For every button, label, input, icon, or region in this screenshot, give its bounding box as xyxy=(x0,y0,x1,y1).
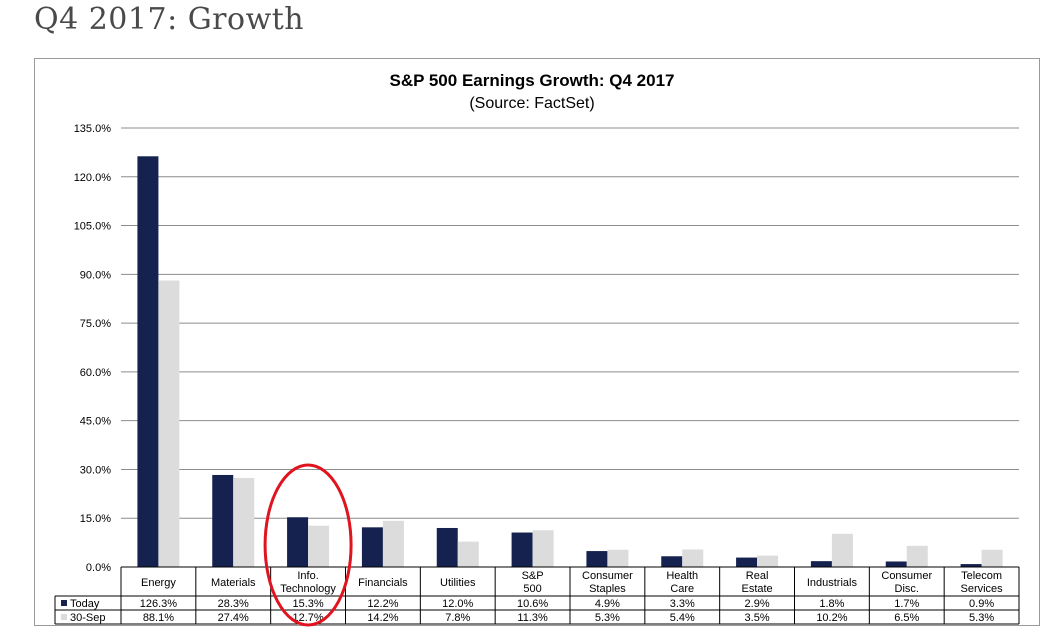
data-label: 12.0% xyxy=(442,598,473,610)
category-label: Telecom Services xyxy=(960,570,1003,595)
bar-today xyxy=(885,561,907,567)
category-label: Utilities xyxy=(440,577,476,589)
data-label: 1.8% xyxy=(819,598,844,610)
data-label: 4.9% xyxy=(595,598,620,610)
bar-today xyxy=(736,557,758,567)
bar-today xyxy=(810,561,832,567)
bar-today xyxy=(511,532,533,567)
category-label: Consumer Disc. xyxy=(881,570,932,595)
bar-today xyxy=(586,551,608,567)
data-label: 5.3% xyxy=(595,612,620,624)
category-label: Real Estate xyxy=(741,570,772,595)
bar-sep30 xyxy=(382,520,404,567)
legend-key-sep30 xyxy=(61,614,67,620)
bar-sep30 xyxy=(757,555,779,567)
bars-layer xyxy=(137,156,1003,567)
category-label: Industrials xyxy=(807,577,858,589)
chart-frame: S&P 500 Earnings Growth: Q4 2017 (Source… xyxy=(34,58,1040,627)
bar-sep30 xyxy=(532,530,554,567)
data-label: 88.1% xyxy=(143,612,174,624)
data-label: 1.7% xyxy=(894,598,919,610)
chart-subtitle: (Source: FactSet) xyxy=(469,95,594,112)
data-label: 15.3% xyxy=(292,598,323,610)
y-tick-label: 60.0% xyxy=(80,367,111,379)
y-tick-label: 15.0% xyxy=(80,513,111,525)
y-tick-label: 0.0% xyxy=(86,562,111,574)
data-table: Energy Materials Info. Technology Financials… xyxy=(54,566,1020,625)
category-label: Materials xyxy=(211,577,256,589)
bar-today xyxy=(661,556,683,567)
bar-sep30 xyxy=(308,525,330,567)
bar-sep30 xyxy=(906,545,928,567)
bar-today xyxy=(436,527,458,567)
highlight-circle xyxy=(263,463,353,627)
bar-today xyxy=(137,156,159,567)
y-tick-label: 75.0% xyxy=(80,318,111,330)
category-label: Consumer Staples xyxy=(582,570,633,595)
category-label: Info. Technology xyxy=(280,570,336,595)
data-label: 3.3% xyxy=(670,598,695,610)
legend-label: Today xyxy=(70,598,100,610)
data-label: 6.5% xyxy=(894,612,919,624)
data-label: 2.9% xyxy=(745,598,770,610)
category-label: Health Care xyxy=(666,570,698,595)
page-heading: Q4 2017: Growth xyxy=(34,2,305,37)
bar-today xyxy=(361,527,383,567)
data-label: 7.8% xyxy=(445,612,470,624)
earnings-growth-chart: S&P 500 Earnings Growth: Q4 2017 (Source… xyxy=(54,71,1020,627)
category-label: Energy xyxy=(141,577,176,589)
y-tick-label: 135.0% xyxy=(74,123,112,135)
y-tick-label: 30.0% xyxy=(80,464,111,476)
data-label: 5.4% xyxy=(670,612,695,624)
data-label: 14.2% xyxy=(367,612,398,624)
data-label: 0.9% xyxy=(969,598,994,610)
data-label: 12.7% xyxy=(292,612,323,624)
y-tick-label: 105.0% xyxy=(74,221,112,233)
bar-sep30 xyxy=(233,477,255,567)
bar-sep30 xyxy=(607,549,629,567)
data-label: 10.6% xyxy=(517,598,548,610)
grid-layer: 0.0% 15.0% 30.0% 45.0% 60.0% 75.0% 90.0% 105.0%… xyxy=(74,123,1019,574)
y-tick-label: 120.0% xyxy=(74,172,112,184)
bar-today xyxy=(960,564,982,567)
bar-sep30 xyxy=(457,541,479,567)
annotation-layer xyxy=(263,463,353,627)
data-label: 11.3% xyxy=(517,612,548,624)
data-label: 3.5% xyxy=(745,612,770,624)
bar-today xyxy=(212,474,234,567)
legend-label: 30-Sep xyxy=(70,612,105,624)
category-label: S&P 500 xyxy=(522,570,544,595)
y-tick-label: 90.0% xyxy=(80,269,111,281)
data-label: 10.2% xyxy=(816,612,847,624)
bar-sep30 xyxy=(682,549,704,567)
data-label: 27.4% xyxy=(218,612,249,624)
bar-today xyxy=(287,517,309,567)
legend-key-today xyxy=(61,600,67,606)
bar-sep30 xyxy=(981,549,1003,567)
data-label: 5.3% xyxy=(969,612,994,624)
data-label: 12.2% xyxy=(367,598,398,610)
category-label: Financials xyxy=(358,577,408,589)
bar-sep30 xyxy=(831,533,853,567)
data-label: 28.3% xyxy=(218,598,249,610)
bar-sep30 xyxy=(158,280,180,567)
chart-title: S&P 500 Earnings Growth: Q4 2017 xyxy=(389,71,674,90)
y-tick-label: 45.0% xyxy=(80,416,111,428)
data-label: 126.3% xyxy=(140,598,178,610)
